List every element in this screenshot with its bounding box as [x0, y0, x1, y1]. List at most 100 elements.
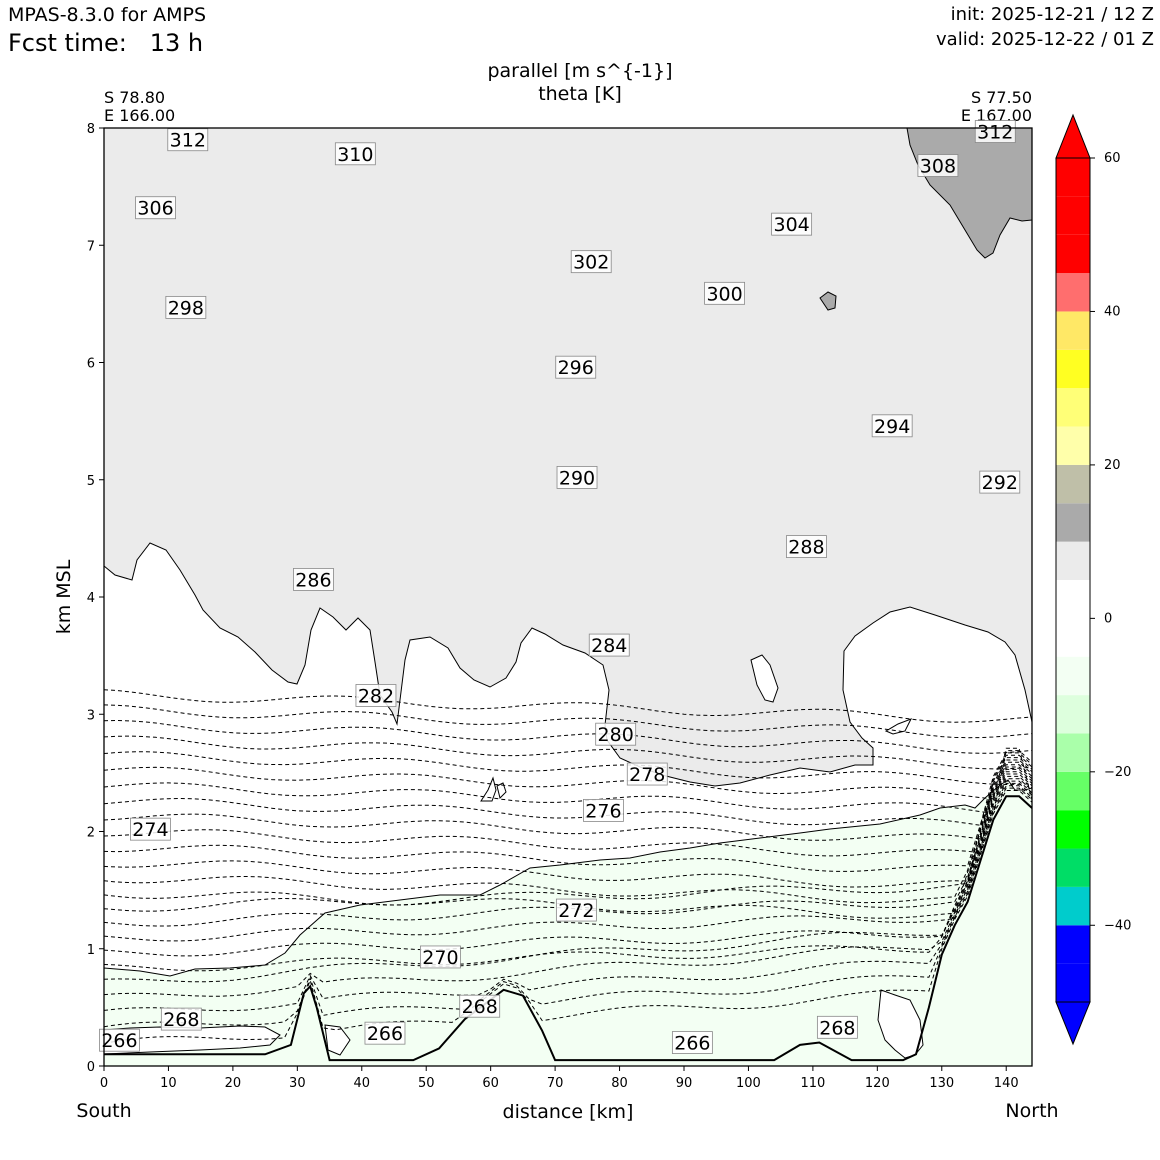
theta-label: 300: [706, 283, 742, 305]
forecast-time-value: 13 h: [149, 29, 204, 57]
theta-label-box: [771, 212, 813, 236]
theta-label: 292: [982, 472, 1018, 494]
colorbar-over-triangle: [1055, 113, 1091, 159]
chart-title-fill: parallel [m s^{-1}]: [487, 60, 673, 82]
y-tick-label: 1: [87, 943, 95, 958]
theta-labels: 312 310 306 304 302 300 298 296 294 292 290 288 286 2…: [99, 120, 1021, 1055]
y-tick-label: 8: [87, 122, 95, 137]
theta-contour-line: [104, 761, 1032, 888]
model-title: MPAS-8.3.0 for AMPS: [8, 4, 207, 26]
colorbar-segment: [1056, 618, 1090, 657]
y-tick-label: 3: [87, 708, 95, 723]
theta-contour-line: [104, 719, 1032, 754]
theta-label: 268: [163, 1009, 199, 1031]
colorbar-segment: [1056, 311, 1090, 350]
wind-fill-layer: [104, 128, 1032, 1066]
theta-label: 268: [462, 996, 498, 1018]
theta-label-box: [583, 798, 624, 822]
theta-label: 312: [977, 122, 1013, 144]
theta-contour-line: [104, 773, 1032, 942]
right-endpoint: S 77.50 E 167.00: [961, 89, 1032, 125]
x-tick-label: 30: [289, 1076, 306, 1091]
x-tick-label: 70: [547, 1076, 564, 1091]
theta-label: 308: [920, 156, 956, 178]
right-lat: S 77.50: [970, 88, 1032, 107]
colorbar-segment: [1056, 925, 1090, 964]
x-axis: 0 10 20 30 40 50 60 70 80 90 100 110 120 130 140: [100, 1066, 1019, 1091]
colorbar-segment: [1056, 426, 1090, 465]
colorbar-tick-label: −20: [1104, 765, 1131, 780]
theta-contour-line: [104, 754, 1032, 841]
fill-hole-white-7: [496, 782, 507, 799]
theta-contour-line: [104, 775, 1032, 957]
colorbar-segment: [1056, 771, 1090, 811]
theta-label: 266: [101, 1030, 137, 1052]
theta-label: 306: [137, 198, 173, 220]
colorbar-under-triangle: [1055, 1001, 1091, 1046]
theta-label: 294: [874, 416, 910, 438]
topography-line: [104, 795, 1032, 1062]
fill-hole-white-6: [480, 776, 497, 802]
x-start-label: South: [76, 1100, 131, 1122]
theta-contour-line: [104, 790, 1032, 1044]
colorbar-segment: [1056, 733, 1090, 772]
left-lat: S 78.80: [104, 88, 166, 107]
colorbar-segment: [1056, 349, 1090, 389]
colorbar-segment: [1056, 464, 1090, 504]
x-axis-label: distance [km]: [503, 1101, 634, 1123]
theta-label-box: [555, 355, 597, 379]
x-tick-label: 100: [736, 1076, 761, 1091]
theta-contour-line: [104, 747, 1032, 801]
theta-contour-line: [104, 785, 1032, 1012]
x-tick-label: 40: [354, 1076, 371, 1091]
theta-label-box: [99, 1028, 140, 1052]
theta-contour-line: [104, 704, 1032, 739]
x-tick-label: 110: [800, 1076, 825, 1091]
y-tick-label: 0: [87, 1060, 95, 1075]
colorbar-segment: [1056, 963, 1090, 1002]
theta-label: 270: [422, 947, 458, 969]
fill-region-5-10: [104, 128, 1032, 787]
theta-label-box: [786, 535, 827, 558]
theta-contour-line: [104, 778, 1032, 972]
theta-label-box: [917, 154, 959, 177]
theta-label-box: [974, 120, 1016, 143]
x-tick-label: 0: [100, 1076, 108, 1091]
y-tick-label: 5: [87, 474, 95, 489]
colorbar-tick-label: 0: [1104, 611, 1112, 626]
theta-contour-line: [104, 780, 1032, 983]
theta-label-box: [334, 142, 376, 166]
x-tick-label: 140: [994, 1076, 1019, 1091]
x-tick-label: 60: [482, 1076, 499, 1091]
x-end-label: North: [1005, 1100, 1058, 1122]
x-tick-label: 130: [929, 1076, 954, 1091]
theta-label: 278: [629, 764, 665, 786]
colorbar-tick-label: 20: [1104, 458, 1121, 473]
chart-title-contour: theta [K]: [538, 83, 622, 105]
theta-label-box: [595, 722, 637, 746]
theta-label-box: [588, 633, 630, 657]
theta-label-box: [419, 945, 461, 969]
right-lon: E 167.00: [960, 106, 1032, 125]
x-tick-label: 120: [865, 1076, 890, 1091]
theta-label: 266: [367, 1023, 403, 1045]
theta-label: 286: [295, 569, 331, 591]
colorbar-tick-label: 40: [1104, 304, 1121, 319]
colorbar-segment: [1056, 810, 1090, 849]
theta-label-box: [167, 128, 209, 152]
left-lon: E 166.00: [104, 106, 176, 125]
theta-contour-line: [104, 735, 1032, 770]
theta-label: 310: [337, 144, 373, 166]
theta-label: 272: [558, 900, 594, 922]
y-tick-label: 4: [87, 591, 95, 606]
y-tick-label: 7: [87, 239, 95, 254]
theta-label-box: [459, 994, 501, 1018]
theta-label-box: [135, 196, 176, 220]
theta-contour-line: [104, 764, 1032, 904]
theta-contour-line: [104, 759, 1032, 872]
theta-label: 298: [168, 297, 204, 319]
left-endpoint: S 78.80 E 166.00: [104, 89, 175, 125]
y-axis: 0 1 2 3 4 5 6 7 8: [87, 122, 104, 1075]
theta-contour-line: [104, 787, 1032, 1028]
